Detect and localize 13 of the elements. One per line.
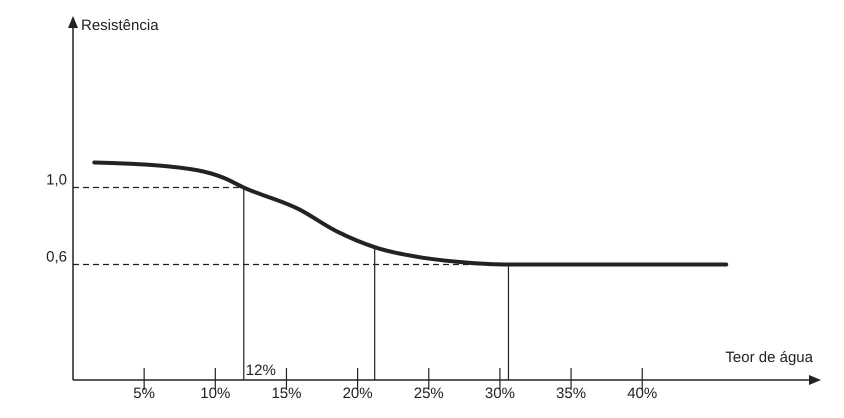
x-tick-label: 40% (627, 385, 658, 402)
y-axis-title: Resistência (81, 17, 160, 34)
x-tick-label: 15% (271, 385, 302, 402)
x-tick-label: 25% (414, 385, 444, 402)
x-tick-label: 10% (200, 385, 230, 402)
ref-line-label: 12% (246, 362, 276, 379)
y-tick-label: 0,6 (46, 248, 67, 266)
y-tick-label: 1,0 (46, 172, 67, 189)
x-tick-label: 5% (133, 385, 155, 402)
x-tick-label: 30% (484, 385, 515, 402)
x-tick-label: 20% (342, 385, 373, 402)
x-axis-title: Teor de água (725, 349, 814, 366)
x-tick-label: 35% (556, 385, 586, 402)
